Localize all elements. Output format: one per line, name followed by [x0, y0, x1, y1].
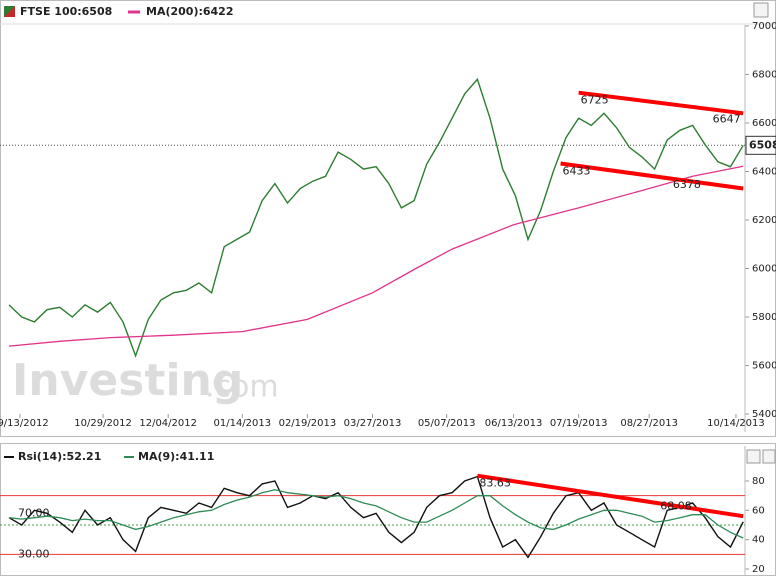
annotation: 68.08 — [660, 499, 692, 512]
y-tick-label: 6600 — [752, 118, 776, 129]
series-line — [8, 165, 744, 347]
y-tick-label: 7000 — [752, 21, 776, 32]
y-tick-label: 6400 — [752, 167, 776, 178]
y-tick-label: 5800 — [752, 312, 776, 323]
watermark: Investing — [12, 355, 243, 406]
legend-rsi-ma: MA(9):41.11 — [138, 450, 214, 463]
annotation: 6647 — [713, 113, 741, 126]
price-panel — [0, 0, 776, 437]
x-tick-label: 05/07/2013 — [418, 418, 476, 429]
x-tick-label: 06/13/2013 — [485, 418, 543, 429]
legend-ma: MA(200):6422 — [146, 5, 234, 18]
last-price-box — [745, 135, 776, 155]
legend-price: FTSE 100:6508 — [20, 5, 112, 18]
trendline — [560, 161, 744, 191]
x-tick-label: 07/19/2013 — [550, 418, 608, 429]
y-tick-label: 40 — [752, 535, 765, 546]
annotation: 6725 — [581, 94, 609, 107]
trendline — [578, 90, 744, 116]
y-tick-label: 5600 — [752, 361, 776, 372]
last-price-label: 6508 — [749, 138, 776, 151]
y-tick-label: 6000 — [752, 264, 776, 275]
x-tick-label: 01/14/2013 — [213, 418, 271, 429]
series-line — [8, 77, 744, 358]
x-tick-label: 10/29/2012 — [74, 418, 132, 429]
ref-label: 30.00 — [18, 547, 50, 560]
y-tick-label: 5400 — [752, 409, 776, 420]
panel-button[interactable] — [753, 2, 769, 18]
y-tick-label: 80 — [752, 476, 765, 487]
rsi-panel — [0, 443, 776, 576]
y-tick-label: 60 — [752, 505, 765, 516]
x-tick-label: 10/14/2013 — [707, 418, 765, 429]
y-tick-label: 6800 — [752, 70, 776, 81]
annotation: 6378 — [673, 178, 701, 191]
annotation: 6433 — [563, 164, 591, 177]
x-tick-label: 09/13/2012 — [0, 418, 49, 429]
series-line — [8, 475, 744, 559]
minimize-button[interactable] — [746, 449, 761, 464]
trendline — [477, 473, 744, 519]
y-tick-label: 6200 — [752, 215, 776, 226]
x-tick-label: 03/27/2013 — [344, 418, 402, 429]
close-button[interactable] — [762, 449, 776, 464]
watermark: .com — [205, 370, 279, 405]
y-tick-label: 20 — [752, 564, 765, 575]
series-line — [8, 489, 744, 539]
legend-rsi: Rsi(14):52.21 — [18, 450, 101, 463]
x-tick-label: 08/27/2013 — [620, 418, 678, 429]
x-tick-label: 12/04/2012 — [139, 418, 197, 429]
legend-icon — [4, 6, 15, 17]
x-tick-label: 02/19/2013 — [279, 418, 337, 429]
annotation: 83.63 — [479, 477, 511, 490]
